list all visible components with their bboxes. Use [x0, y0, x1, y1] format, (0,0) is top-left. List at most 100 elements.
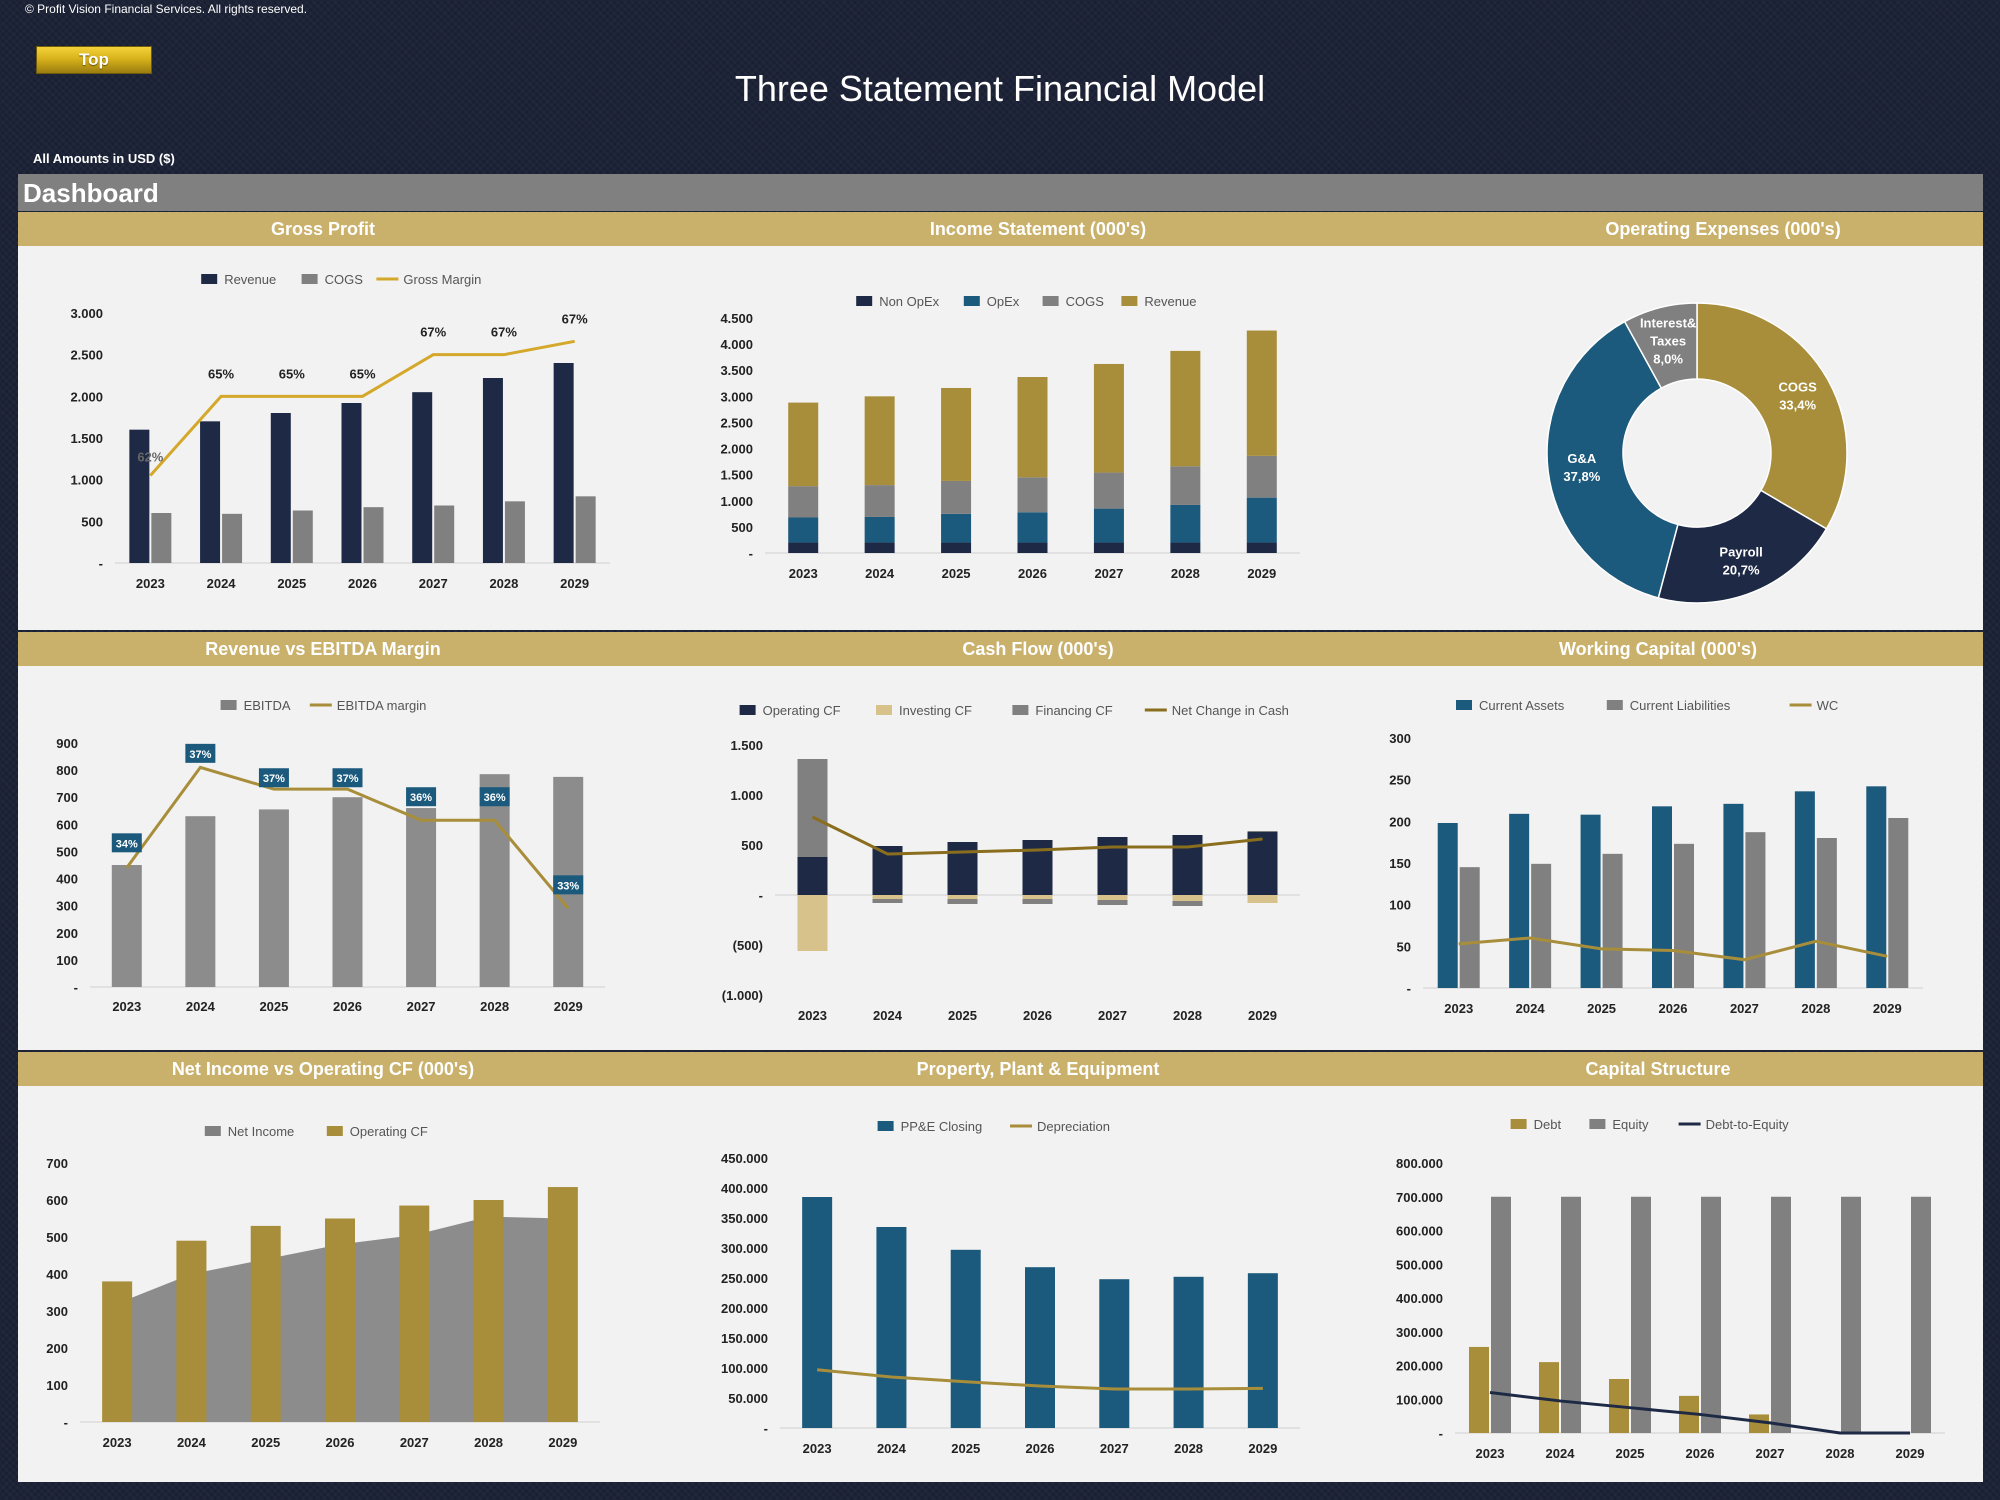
- x-tick-label: 2029: [1873, 1001, 1902, 1016]
- stack-segment-revenue: [1170, 350, 1201, 467]
- y-tick-label: 100.000: [721, 1361, 768, 1376]
- legend-label: Gross Margin: [403, 272, 481, 287]
- donut-label: COGS: [1778, 379, 1817, 394]
- data-label-ebitda-margin: 33%: [557, 880, 579, 892]
- x-tick-label: 2023: [1444, 1001, 1473, 1016]
- stack-segment-cf: [872, 895, 903, 899]
- stack-segment-opex: [1017, 512, 1048, 543]
- x-tick-label: 2029: [1896, 1446, 1925, 1461]
- y-tick-label: 400.000: [721, 1181, 768, 1196]
- stack-segment-cogs: [941, 480, 972, 514]
- data-label-gross-margin: 67%: [491, 325, 517, 340]
- x-tick-label: 2023: [136, 576, 165, 591]
- x-tick-label: 2024: [207, 576, 237, 591]
- y-tick-label: -: [759, 888, 763, 903]
- y-tick-label: 200.000: [1396, 1359, 1443, 1374]
- bar-debt: [1469, 1346, 1489, 1433]
- x-tick-label: 2028: [1171, 566, 1200, 581]
- legend-swatch: [1510, 1119, 1527, 1129]
- currency-units-label: All Amounts in USD ($): [33, 151, 175, 166]
- stack-segment-cogs: [1093, 472, 1124, 509]
- stack-segment-cogs: [788, 486, 819, 518]
- x-tick-label: 2027: [1730, 1001, 1759, 1016]
- bar-revenue: [270, 413, 291, 563]
- bar-cogs: [222, 513, 243, 563]
- data-label-box: [332, 768, 363, 788]
- donut-slice-g-a: [1546, 320, 1679, 599]
- operating-expenses-title: Operating Expenses (000's): [1605, 219, 1841, 239]
- bar-ppe-closing: [1247, 1273, 1278, 1428]
- y-tick-label: 350.000: [721, 1211, 768, 1226]
- stack-segment-cf: [1247, 832, 1278, 895]
- legend-swatch: [220, 700, 237, 710]
- legend-label: EBITDA: [244, 698, 291, 713]
- legend-label: Investing CF: [899, 703, 972, 718]
- y-tick-label: 100: [46, 1378, 68, 1393]
- legend-label: Financing CF: [1035, 703, 1112, 718]
- bar-revenue: [412, 392, 433, 563]
- stack-segment-opex: [1246, 497, 1277, 543]
- y-tick-label: 500.000: [1396, 1257, 1443, 1272]
- y-tick-label: 600.000: [1396, 1224, 1443, 1239]
- legend-label: Net Change in Cash: [1172, 703, 1289, 718]
- bar-ebitda: [185, 816, 216, 987]
- legend-swatch: [201, 274, 218, 284]
- y-tick-label: 4.500: [720, 311, 753, 326]
- stack-segment-cf: [947, 899, 978, 904]
- x-tick-label: 2023: [798, 1008, 827, 1023]
- donut-label: Taxes: [1650, 334, 1686, 349]
- x-tick-label: 2025: [942, 566, 971, 581]
- legend-label: Debt-to-Equity: [1706, 1117, 1790, 1132]
- x-tick-label: 2023: [789, 566, 818, 581]
- stack-segment-opex: [1170, 504, 1201, 543]
- y-tick-label: 300: [46, 1304, 68, 1319]
- stack-segment-cf: [1022, 895, 1053, 899]
- page-title: Three Statement Financial Model: [734, 68, 1266, 109]
- data-label-box: [185, 743, 216, 763]
- y-tick-label: 2.000: [720, 442, 753, 457]
- stack-segment-non-opex: [1170, 542, 1201, 553]
- bar-ebitda: [111, 865, 142, 987]
- bar-cogs: [363, 507, 384, 563]
- bar-ppe-closing: [876, 1227, 907, 1428]
- line-depreciation: [816, 1368, 1263, 1391]
- bar-ebitda: [332, 797, 363, 987]
- bar-ebitda: [479, 774, 510, 987]
- x-tick-label: 2023: [803, 1441, 832, 1456]
- y-tick-label: 3.000: [720, 389, 753, 404]
- working-capital-title: Working Capital (000's): [1559, 639, 1757, 659]
- bar-current-assets: [1509, 813, 1530, 988]
- x-tick-label: 2028: [480, 999, 509, 1014]
- dashboard-title: Dashboard: [23, 178, 159, 208]
- bar-current-liabilities: [1888, 818, 1909, 988]
- legend-swatch: [1042, 296, 1059, 306]
- bar-current-assets: [1437, 823, 1458, 988]
- bar-equity: [1631, 1196, 1651, 1433]
- bar-operating-cf: [250, 1225, 281, 1422]
- bar-current-liabilities: [1602, 853, 1623, 988]
- bar-operating-cf: [473, 1200, 504, 1422]
- y-tick-label: 200: [1389, 814, 1411, 829]
- legend-swatch: [1012, 705, 1029, 715]
- y-tick-label: 500: [46, 1230, 68, 1245]
- y-tick-label: 300.000: [721, 1241, 768, 1256]
- x-tick-label: 2028: [474, 1435, 503, 1450]
- stack-segment-non-opex: [1093, 542, 1124, 553]
- x-tick-label: 2026: [1023, 1008, 1052, 1023]
- line-wc: [1458, 936, 1888, 962]
- data-label-box: [553, 875, 584, 895]
- data-label-gross-margin: 62%: [137, 450, 163, 465]
- bar-cogs: [434, 505, 455, 563]
- x-tick-label: 2027: [407, 999, 436, 1014]
- row3-title-band: Net Income vs Operating CF (000's) Prope…: [18, 1052, 1983, 1086]
- data-label-box: [111, 833, 142, 853]
- x-tick-label: 2028: [1173, 1008, 1202, 1023]
- stack-segment-opex: [788, 517, 819, 543]
- y-tick-label: 1.500: [720, 468, 753, 483]
- top-button[interactable]: Top: [36, 46, 152, 74]
- x-tick-label: 2027: [419, 576, 448, 591]
- bar-revenue: [129, 429, 150, 563]
- y-tick-label: 300.000: [1396, 1325, 1443, 1340]
- x-tick-label: 2025: [1587, 1001, 1616, 1016]
- bar-equity: [1771, 1196, 1791, 1433]
